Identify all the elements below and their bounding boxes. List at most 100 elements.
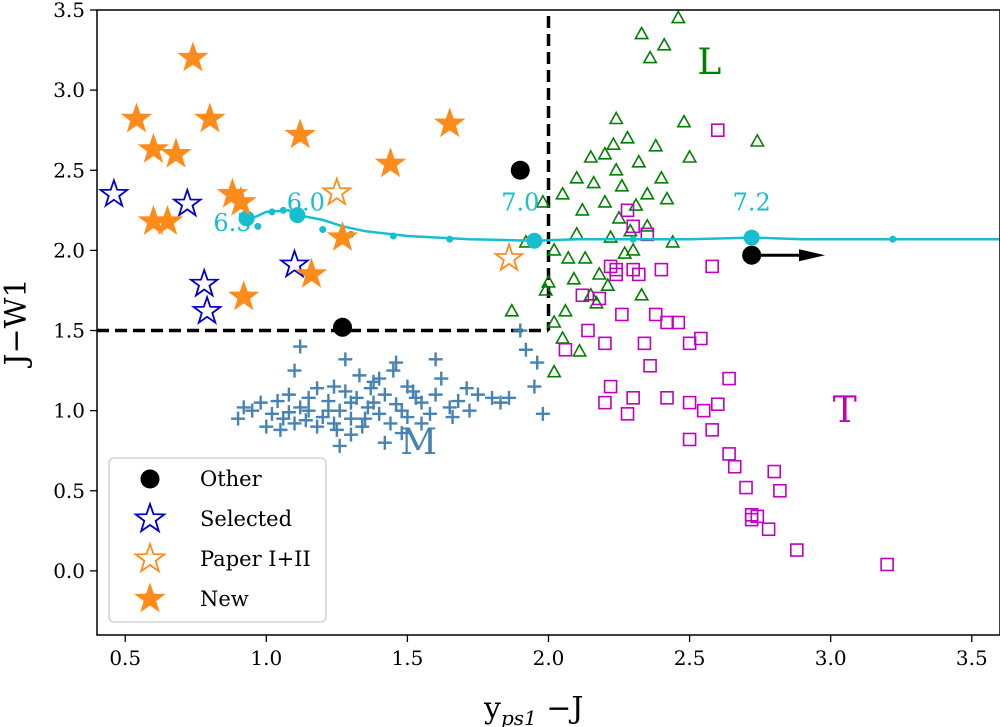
l-dwarf-point bbox=[642, 49, 658, 64]
new-star-point bbox=[151, 204, 184, 235]
m-dwarf-point bbox=[321, 394, 336, 409]
t-dwarf-point bbox=[722, 447, 736, 461]
model-track-marker bbox=[238, 210, 255, 227]
t-dwarf-point bbox=[575, 288, 590, 303]
t-dwarf-point bbox=[711, 123, 725, 137]
m-dwarf-point bbox=[366, 395, 381, 410]
m-dwarf-point bbox=[301, 390, 316, 405]
m-dwarf-point bbox=[434, 371, 449, 386]
l-dwarf-point bbox=[586, 174, 602, 189]
series-selected bbox=[97, 177, 311, 325]
m-dwarf-point bbox=[327, 379, 342, 394]
y-tick-label: 1.0 bbox=[53, 399, 85, 423]
t-dwarf-point bbox=[722, 371, 736, 386]
t-dwarf-point bbox=[696, 403, 711, 418]
t-dwarf-point bbox=[620, 203, 635, 218]
l-dwarf-point bbox=[605, 136, 621, 150]
x-axis-label-sub: ps1 bbox=[501, 706, 537, 727]
legend-marker-other bbox=[140, 469, 160, 489]
m-dwarf-point bbox=[386, 363, 401, 378]
paper-star-point bbox=[320, 175, 353, 207]
m-dwarf-point bbox=[358, 411, 373, 426]
l-dwarf-point bbox=[648, 138, 664, 152]
m-dwarf-point bbox=[389, 355, 404, 370]
model-track-point bbox=[279, 206, 287, 214]
m-dwarf-point bbox=[513, 323, 528, 338]
x-tick-label: 1.5 bbox=[392, 646, 424, 670]
m-dwarf-point bbox=[372, 371, 387, 386]
l-dwarf-point bbox=[611, 210, 627, 224]
t-dwarf-point bbox=[727, 459, 742, 474]
m-dwarf-point bbox=[459, 381, 474, 396]
t-dwarf-point bbox=[609, 267, 624, 282]
new-star-point bbox=[177, 41, 209, 72]
legend-label: Selected bbox=[200, 507, 292, 531]
m-dwarf-point bbox=[451, 394, 466, 409]
m-dwarf-point bbox=[310, 381, 325, 396]
t-dwarf-point bbox=[648, 307, 663, 322]
y-tick-label: 3.0 bbox=[53, 78, 85, 102]
m-dwarf-point bbox=[383, 416, 398, 431]
l-dwarf-point bbox=[597, 146, 613, 160]
l-dwarf-point bbox=[625, 242, 641, 256]
m-dwarf-point bbox=[445, 410, 460, 425]
new-star-point bbox=[326, 221, 359, 251]
t-dwarf-point bbox=[581, 323, 595, 338]
y-tick-label: 0.5 bbox=[53, 479, 85, 503]
class-label-l: L bbox=[697, 42, 721, 83]
legend-label: New bbox=[200, 587, 249, 611]
t-dwarf-point bbox=[598, 336, 612, 351]
t-dwarf-point bbox=[660, 391, 674, 405]
new-star-point bbox=[225, 185, 257, 216]
l-dwarf-point bbox=[546, 242, 562, 256]
legend-box bbox=[108, 457, 327, 623]
annotation-layer: L T M bbox=[400, 42, 857, 463]
m-dwarf-point bbox=[281, 387, 296, 402]
l-dwarf-point bbox=[600, 277, 616, 292]
m-dwarf-point bbox=[259, 419, 274, 434]
t-dwarf-point bbox=[767, 464, 782, 479]
l-dwarf-point bbox=[659, 190, 675, 205]
l-dwarf-point bbox=[608, 110, 624, 125]
m-dwarf-point bbox=[530, 355, 545, 370]
l-dwarf-point bbox=[608, 162, 624, 176]
x-tick-label: 3.5 bbox=[956, 646, 988, 670]
model-track-marker bbox=[289, 207, 306, 224]
y-tick-label: 3.5 bbox=[53, 0, 85, 22]
l-dwarf-point bbox=[583, 149, 599, 163]
series-t-dwarfs bbox=[558, 123, 894, 572]
l-dwarf-point bbox=[619, 130, 636, 144]
m-dwarf-point bbox=[273, 422, 288, 437]
new-star-point bbox=[120, 102, 153, 133]
new-star-point bbox=[374, 147, 407, 178]
x-axis-label-main: y bbox=[483, 691, 501, 726]
m-dwarf-point bbox=[264, 406, 279, 421]
l-dwarf-point bbox=[639, 218, 655, 232]
l-dwarf-point bbox=[591, 266, 607, 280]
paper-star-point bbox=[493, 241, 525, 272]
m-dwarf-point bbox=[377, 387, 392, 402]
t-dwarf-point bbox=[744, 508, 759, 522]
new-star-point bbox=[295, 257, 328, 288]
l-dwarf-point bbox=[653, 170, 669, 184]
legend-marker-selected bbox=[133, 501, 167, 534]
l-dwarf-point bbox=[749, 133, 765, 147]
m-dwarf-point bbox=[518, 342, 533, 357]
model-track-point bbox=[446, 235, 454, 243]
x-tick-label: 1.0 bbox=[250, 646, 282, 670]
l-dwarf-point bbox=[546, 314, 562, 328]
m-dwarf-point bbox=[287, 416, 302, 431]
model-track-point bbox=[629, 235, 637, 243]
t-dwarf-point bbox=[637, 336, 652, 351]
model-track-point bbox=[889, 235, 897, 243]
m-dwarf-point bbox=[422, 406, 437, 421]
l-dwarf-point bbox=[676, 114, 692, 128]
l-dwarf-point bbox=[639, 186, 655, 200]
t-dwarf-point bbox=[711, 397, 725, 412]
l-dwarf-point bbox=[546, 364, 562, 378]
model-track-marker bbox=[526, 232, 543, 249]
reference-lines bbox=[97, 16, 551, 333]
l-dwarf-point bbox=[617, 245, 633, 259]
series-paper-i-ii bbox=[320, 175, 525, 272]
t-dwarf-point bbox=[558, 342, 573, 357]
